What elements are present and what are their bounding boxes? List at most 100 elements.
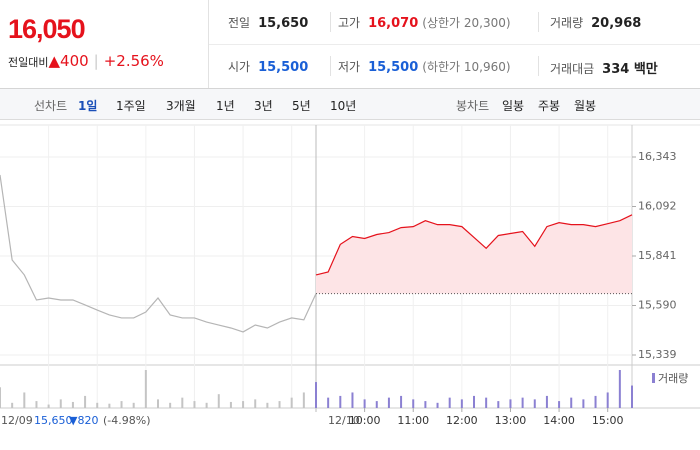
prev-close: 15,650 — [34, 414, 73, 427]
x-tick-label: 13:00 — [495, 414, 527, 427]
tab[interactable]: 3년 — [254, 99, 273, 113]
volume-bar — [485, 397, 488, 408]
volume-bar — [315, 382, 317, 408]
change-label: 전일대비 — [8, 56, 49, 69]
quote-label: 거래량 — [550, 16, 584, 30]
volume-bar — [631, 385, 633, 408]
tab[interactable]: 1년 — [216, 99, 235, 113]
x-tick-label: 15:00 — [592, 414, 624, 427]
tab[interactable]: 주봉 — [538, 99, 561, 113]
volume-bar — [290, 397, 293, 408]
volume-bar — [278, 401, 281, 408]
volume-bar — [363, 399, 366, 408]
quote: 고가 16,070 (상한가 20,300) — [338, 14, 511, 31]
volume-bar — [387, 397, 390, 408]
volume-bar — [11, 402, 14, 408]
quote: 시가 15,500 — [228, 58, 308, 75]
legend-label: 거래량 — [658, 372, 688, 385]
quote-sub: (상한가 20,300) — [422, 16, 511, 30]
volume-bar — [497, 401, 500, 408]
tab[interactable]: 일봉 — [502, 99, 525, 113]
tab[interactable]: 월봉 — [574, 99, 597, 113]
quote-value: 334 백만 — [602, 62, 658, 77]
y-tick-label: 15,590 — [638, 299, 677, 312]
volume-bar — [570, 397, 573, 408]
quote-value: 15,650 — [258, 16, 309, 31]
area — [316, 214, 632, 294]
volume-bar — [424, 401, 427, 408]
quote-sub: (하한가 10,960) — [422, 60, 511, 74]
volume-bar — [23, 392, 26, 408]
volume-bar — [351, 392, 354, 408]
tab[interactable]: 3개월 — [166, 99, 196, 113]
divider — [209, 44, 700, 45]
volume-bar — [120, 401, 123, 408]
volume-bar — [132, 402, 135, 408]
quote-label: 전일 — [228, 16, 251, 30]
volume-bar — [242, 401, 245, 408]
tab[interactable]: 10년 — [330, 99, 357, 113]
y-tick-label: 16,092 — [638, 200, 677, 213]
volume-bar — [594, 395, 597, 408]
quote-label: 시가 — [228, 60, 251, 74]
volume-bar — [217, 394, 220, 408]
volume-bar — [509, 399, 512, 408]
volume-bar — [473, 395, 475, 408]
volume-bar — [618, 370, 621, 408]
volume-bar — [47, 404, 50, 408]
separator — [538, 56, 539, 76]
tab[interactable]: 1일 — [78, 99, 98, 113]
volume-bar — [460, 399, 463, 408]
tab[interactable]: 1주일 — [116, 99, 146, 113]
separator: | — [93, 52, 99, 70]
volume-bar — [448, 397, 451, 408]
x-tick-label: 11:00 — [397, 414, 429, 427]
day-label: 12/10 — [328, 414, 360, 427]
quote-value: 15,500 — [258, 60, 309, 75]
volume-bar — [181, 397, 184, 408]
volume-bar — [375, 401, 378, 408]
volume-bar — [169, 402, 172, 408]
separator — [538, 12, 539, 32]
volume-bar — [229, 401, 232, 408]
volume-bar — [0, 387, 1, 408]
volume-bar — [35, 401, 38, 408]
volume-bar — [412, 399, 415, 408]
volume-bar — [254, 399, 257, 408]
volume-bar — [96, 402, 99, 408]
change-line: 전일대비▲400 | +2.56% — [8, 52, 164, 70]
price-box — [0, 0, 209, 88]
separator — [330, 12, 331, 32]
x-tick-label: 12:00 — [446, 414, 478, 427]
volume-bar — [606, 392, 609, 408]
divider — [0, 88, 700, 89]
price-line — [0, 174, 317, 333]
prev-change: ▼820 — [69, 414, 98, 427]
y-tick-label: 15,339 — [638, 348, 677, 361]
tab-group-label: 선차트 — [34, 99, 68, 113]
volume-bar — [71, 401, 74, 408]
volume-bar — [108, 403, 111, 408]
prev-rate: (-4.98%) — [103, 414, 151, 427]
volume-bar — [545, 395, 548, 408]
quote-value: 16,070 — [368, 16, 419, 31]
volume-bar — [327, 397, 330, 408]
change: ▲400 — [48, 52, 89, 70]
quote: 거래량 20,968 — [550, 14, 641, 31]
volume-bar — [533, 399, 536, 408]
chart: 16,343 16,092 15,841 15,590 15,339 12/09 12/10… — [0, 124, 700, 427]
quote: 저가 15,500 (하한가 10,960) — [338, 58, 511, 75]
volume-bar — [400, 395, 403, 408]
quote: 거래대금 334 백만 — [550, 58, 658, 77]
current-price: 16,050 — [8, 14, 86, 44]
volume-bar — [436, 402, 439, 408]
y-tick-label: 15,841 — [638, 249, 677, 262]
volume-bar — [266, 402, 269, 408]
tab[interactable]: 5년 — [292, 99, 311, 113]
quote: 전일 15,650 — [228, 14, 308, 31]
legend-swatch — [652, 373, 655, 383]
volume-bar — [193, 401, 196, 408]
volume-bar — [558, 401, 561, 408]
volume-bar — [339, 395, 342, 408]
separator — [330, 56, 331, 76]
